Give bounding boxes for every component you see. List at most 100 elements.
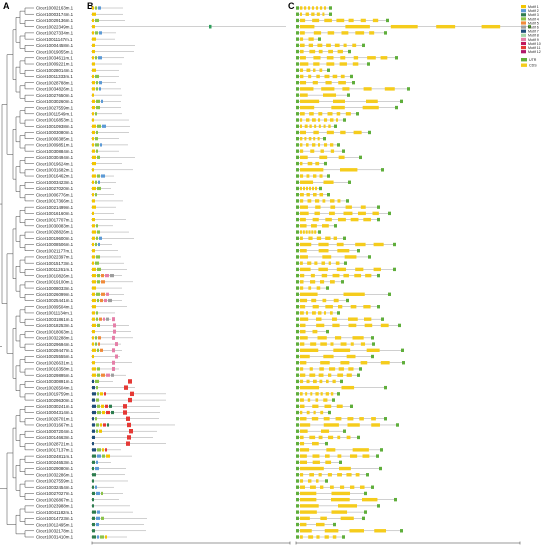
cds-block [348,317,358,321]
cds-block [343,292,365,296]
cds-block [325,80,332,85]
utr-block [296,255,299,259]
motif-box [92,81,95,85]
legend-label: Motif 11 [528,46,541,50]
cds-block [373,267,381,272]
cds-block [339,466,351,471]
cds-block [300,80,307,85]
utr-block [296,298,299,303]
motif-box [92,466,94,471]
cds-block [300,379,304,384]
cds-block [300,479,304,483]
legend-label: Motif 8 [528,34,539,38]
gene-label: Cicer10026504m.1 [36,385,74,390]
utr-block [296,417,299,421]
gene-label: Cicer10011147m.1 [36,37,73,42]
utr-block [296,336,299,340]
cds-block [366,99,378,104]
cds-block [311,298,317,303]
gene-label: Cicer10028826m.1 [36,230,74,235]
motif-box [92,62,95,66]
motif-box [101,516,104,520]
cds-block [359,417,364,421]
panel-label-a: A [3,1,10,11]
motif-box [92,379,94,384]
cds-block [328,124,331,128]
cds-block [321,261,325,265]
motif-box [123,410,127,415]
motif-box [92,535,96,539]
gene-label: Cicer10027020m.1 [36,186,74,191]
motif-box [92,404,96,408]
motif-box [97,274,100,278]
utr-block [368,130,371,135]
cds-block [313,174,317,178]
gene-label: Cicer10030241m.1 [36,404,74,409]
motif-box [100,535,104,539]
utr-block [296,392,299,396]
cds-block [339,62,347,66]
motif-box [130,391,134,397]
cds-block [300,49,304,54]
cds-block [319,367,324,371]
motif-box [97,186,101,191]
motif-box [128,397,132,403]
gene-label: Cicer10010938m.1 [36,124,74,129]
utr-block [296,24,299,29]
utr-block [296,305,299,309]
motif-box [92,386,95,390]
gene-label: Cicer10028788m.1 [36,80,74,85]
motif-box [92,454,96,458]
motif-box [92,292,95,296]
motif-box [92,199,95,203]
cds-block [481,24,501,29]
cds-block [352,336,364,340]
gene-label: Cicer10021499m.1 [36,205,74,210]
utr-block [402,361,405,365]
cds-block [315,199,320,203]
cds-block [300,454,307,458]
gene-label: Cicer10014663m.1 [36,435,74,440]
utr-block [393,242,396,247]
utr-block [296,398,299,402]
cds-block [321,87,335,91]
cds-block [300,155,308,160]
cds-block [352,43,357,48]
cds-block [325,236,331,240]
utr-block [296,491,299,496]
utr-block [325,441,328,446]
cds-block [364,323,373,328]
motif-box [106,454,110,458]
legend-swatch [521,50,526,54]
gene-label: Cicer10017366m.1 [36,199,74,204]
motif-box [95,56,97,60]
motif-box [95,417,97,421]
cds-block [308,74,312,79]
cds-block [344,255,357,259]
cds-block [317,336,327,340]
legend-label: Motif 5 [528,21,539,25]
motif-box [97,230,100,234]
cds-block [337,435,341,440]
cds-block [300,267,311,272]
cds-block [326,56,334,60]
utr-block [296,174,299,178]
motif-box [92,149,95,153]
cds-block [336,267,347,272]
motif-box [92,143,94,147]
motif-box [112,317,115,322]
utr-block [337,143,340,147]
motif-box [105,404,108,408]
cds-block [320,342,327,346]
cds-block [318,373,324,377]
cds-block [300,423,311,427]
gene-label: Cicer10027027m.1 [36,491,74,496]
gene-label: Cicer10009851m.1 [36,143,74,148]
motif-box [96,491,100,496]
cds-block [323,354,334,359]
cds-block [345,205,352,209]
motif-box [115,342,118,347]
cds-block [340,485,345,489]
legend-label: Motif 9 [528,38,539,42]
